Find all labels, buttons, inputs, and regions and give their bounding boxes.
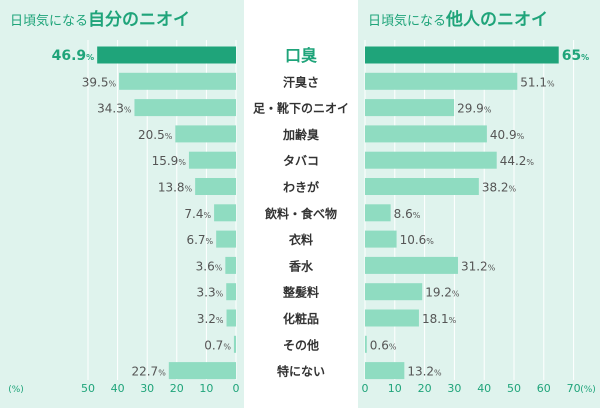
category-label: 加齢臭 <box>282 127 319 142</box>
category-label: 化粧品 <box>283 311 319 326</box>
left-value-label: 0.7% <box>204 338 231 352</box>
right-axis-tick: 20 <box>418 382 432 395</box>
left-bar <box>214 204 236 222</box>
left-value-label: 13.8% <box>158 181 193 195</box>
left-bar <box>225 256 236 274</box>
left-axis-tick: 0 <box>233 382 240 395</box>
right-value-label: 40.9% <box>490 128 525 142</box>
left-bar <box>226 283 236 301</box>
right-value-label: 8.6% <box>394 207 421 221</box>
right-bar <box>365 309 419 327</box>
left-value-label: 3.3% <box>197 286 224 300</box>
left-bar <box>134 99 236 117</box>
left-axis-tick: 30 <box>140 382 154 395</box>
category-label: 香水 <box>288 258 314 273</box>
left-value-label: 3.2% <box>197 312 224 326</box>
category-label: 飲料・食べ物 <box>264 206 337 221</box>
left-bar <box>119 72 236 90</box>
category-label: 整髪料 <box>282 285 319 300</box>
right-chart-title-prefix: 日頃気になる <box>368 13 446 29</box>
left-value-label: 3.6% <box>196 259 223 273</box>
category-label: 特にない <box>277 364 325 379</box>
left-value-label: 34.3% <box>97 102 132 116</box>
right-bar <box>365 72 518 90</box>
right-chart-title: 日頃気になる他人のニオイ <box>368 9 548 30</box>
right-bar <box>365 335 367 353</box>
left-value-label: 7.4% <box>184 207 211 221</box>
right-axis-tick: 50 <box>507 382 521 395</box>
right-bar <box>365 230 397 248</box>
right-chart-title-main: 他人のニオイ <box>445 9 548 30</box>
right-value-label: 31.2% <box>461 259 496 273</box>
left-chart-title-prefix: 日頃気になる <box>10 13 88 29</box>
category-label: タバコ <box>283 154 319 168</box>
right-axis-tick: 10 <box>388 382 402 395</box>
right-unit-label: (%) <box>580 385 596 395</box>
right-bar <box>365 151 497 169</box>
right-value-label: 10.6% <box>400 233 435 247</box>
right-axis-tick: 30 <box>447 382 461 395</box>
left-chart-title: 日頃気になる自分のニオイ <box>10 9 190 30</box>
left-axis-tick: 20 <box>170 382 184 395</box>
left-panel-bg <box>0 0 244 408</box>
right-axis-tick: 0 <box>362 382 369 395</box>
right-axis-tick: 60 <box>537 382 551 395</box>
right-value-label: 19.2% <box>425 286 460 300</box>
right-panel-bg <box>358 0 600 408</box>
right-bar <box>365 256 458 274</box>
category-label: 足・靴下のニオイ <box>253 101 349 116</box>
left-bar <box>233 335 236 353</box>
category-label: わきが <box>283 180 319 195</box>
left-value-label: 20.5% <box>138 128 173 142</box>
right-bar <box>365 283 423 301</box>
category-label: 口臭 <box>285 46 317 65</box>
left-bar <box>188 151 236 169</box>
right-bar <box>365 99 455 117</box>
category-label: 汗臭さ <box>283 74 319 89</box>
right-value-label: 0.6% <box>370 338 397 352</box>
left-bar <box>226 309 236 327</box>
right-value-label: 51.1% <box>520 75 555 89</box>
left-bar <box>216 230 236 248</box>
left-bar <box>195 178 236 195</box>
right-value-label: 44.2% <box>500 154 535 168</box>
category-label: 衣料 <box>289 232 313 247</box>
left-bar <box>168 362 236 380</box>
left-value-label: 46.9% <box>52 48 95 64</box>
right-value-label: 18.1% <box>422 312 457 326</box>
category-label: その他 <box>283 337 319 352</box>
left-axis-tick: 50 <box>81 382 95 395</box>
left-bar <box>175 125 236 143</box>
right-bar <box>365 46 559 64</box>
left-value-label: 15.9% <box>152 154 187 168</box>
left-value-label: 22.7% <box>131 365 166 379</box>
right-bar <box>365 125 487 143</box>
left-bar <box>97 46 237 64</box>
left-value-label: 6.7% <box>186 233 213 247</box>
right-axis-tick: 70 <box>567 382 581 395</box>
right-bar <box>365 204 391 222</box>
right-value-label: 38.2% <box>482 181 517 195</box>
right-value-label: 29.9% <box>457 102 492 116</box>
right-axis-tick: 40 <box>477 382 491 395</box>
right-value-label: 13.2% <box>407 365 442 379</box>
left-chart-title-main: 自分のニオイ <box>88 9 190 30</box>
left-axis-tick: 40 <box>111 382 125 395</box>
left-value-label: 39.5% <box>82 75 117 89</box>
right-value-label: 65% <box>562 48 590 64</box>
left-unit-label: (%) <box>8 385 24 395</box>
left-axis-tick: 10 <box>199 382 213 395</box>
right-bar <box>365 362 405 380</box>
right-bar <box>365 178 479 195</box>
